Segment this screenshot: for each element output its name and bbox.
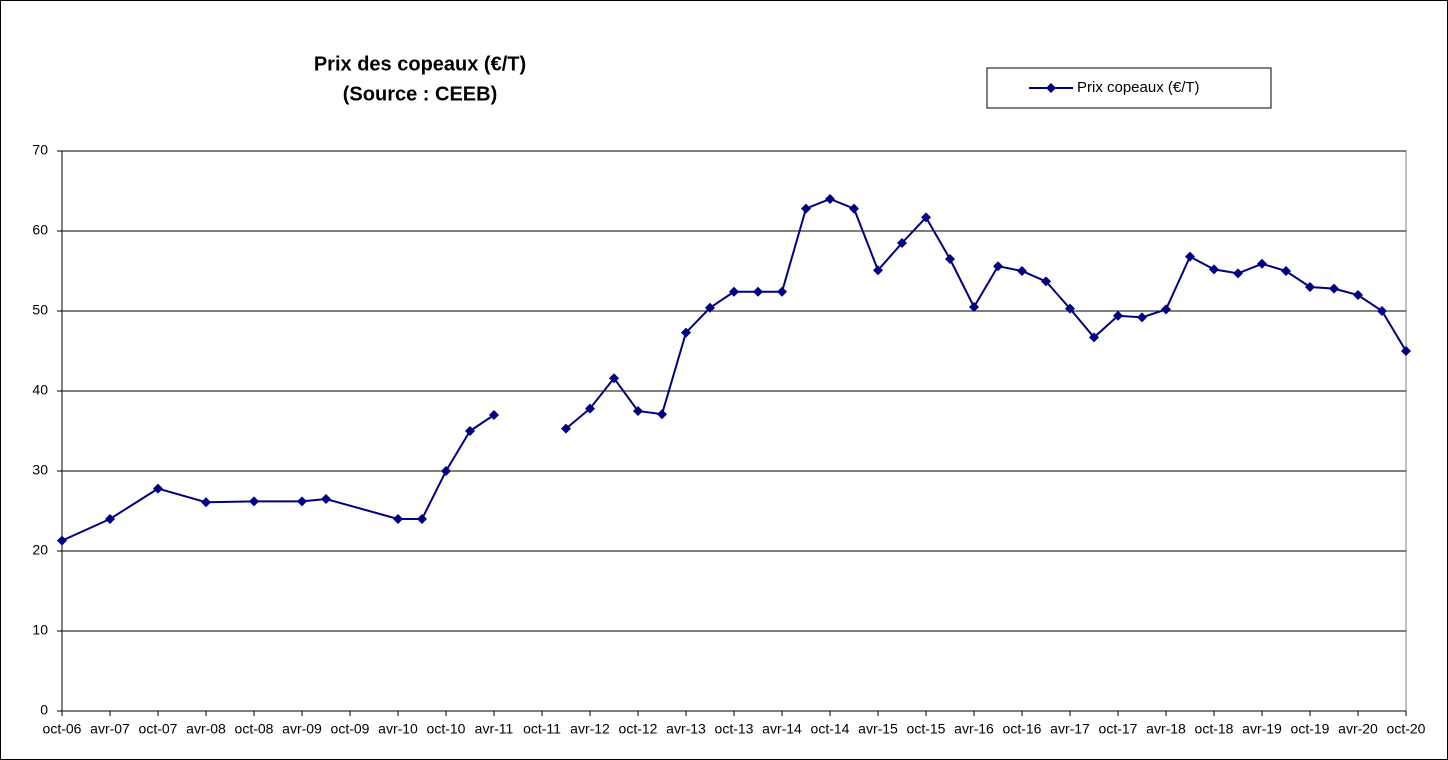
x-tick-label: avr-15: [858, 721, 898, 737]
x-tick-label: oct-11: [523, 721, 561, 737]
x-tick-label: oct-18: [1195, 721, 1234, 737]
x-tick-label: avr-16: [954, 721, 994, 737]
data-point: [897, 238, 907, 248]
data-point: [945, 254, 955, 264]
x-tick-label: avr-07: [90, 721, 130, 737]
data-point: [873, 265, 883, 276]
data-point: [57, 535, 67, 546]
chart-subtitle: (Source : CEEB): [343, 83, 497, 105]
x-tick-label: avr-17: [1050, 721, 1090, 737]
data-point: [1089, 332, 1099, 343]
data-point: [849, 203, 859, 214]
data-point: [1017, 266, 1027, 276]
data-point: [993, 261, 1003, 272]
data-point: [969, 302, 979, 312]
x-tick-label: oct-12: [619, 721, 658, 737]
data-point: [1257, 258, 1267, 269]
chart-title: Prix des copeaux (€/T): [314, 53, 526, 75]
data-point: [489, 410, 499, 420]
x-tick-label: oct-13: [715, 721, 754, 737]
data-point: [441, 466, 451, 476]
data-point: [321, 494, 331, 504]
x-tick-label: oct-06: [43, 721, 82, 737]
x-tick-label: oct-15: [907, 721, 946, 737]
data-point: [1233, 268, 1243, 279]
data-point: [633, 406, 643, 416]
x-tick-label: oct-16: [1003, 721, 1042, 737]
data-point: [105, 514, 115, 524]
data-point: [1041, 276, 1051, 287]
data-point: [777, 286, 787, 297]
y-tick-label: 30: [32, 462, 48, 478]
x-tick-label: avr-18: [1146, 721, 1186, 737]
data-point: [201, 497, 211, 508]
data-point: [1137, 312, 1147, 323]
x-tick-label: oct-10: [427, 721, 466, 737]
x-tick-label: avr-20: [1338, 721, 1378, 737]
data-point: [153, 483, 163, 494]
x-tick-label: avr-19: [1242, 721, 1282, 737]
legend-label: Prix copeaux (€/T): [1077, 79, 1200, 96]
data-point: [1401, 346, 1411, 356]
data-point: [705, 302, 715, 313]
x-tick-label: oct-09: [331, 721, 370, 737]
x-tick-label: oct-19: [1291, 721, 1330, 737]
data-point: [729, 286, 739, 297]
y-tick-label: 70: [32, 142, 48, 158]
x-tick-label: avr-10: [378, 721, 418, 737]
data-point: [753, 286, 763, 297]
data-point: [825, 194, 835, 204]
data-point: [1113, 310, 1123, 321]
y-tick-label: 60: [32, 222, 48, 238]
data-point: [1305, 282, 1315, 292]
data-point: [1161, 304, 1171, 315]
data-point: [609, 373, 619, 384]
x-tick-label: avr-13: [666, 721, 706, 737]
x-tick-label: avr-12: [570, 721, 610, 737]
data-point: [1281, 266, 1291, 276]
data-point: [681, 327, 691, 338]
x-tick-label: oct-07: [139, 721, 178, 737]
data-point: [249, 496, 259, 507]
data-point: [921, 212, 931, 223]
plot-area: [61, 150, 1407, 712]
data-point: [1209, 264, 1219, 275]
data-point: [417, 514, 427, 524]
data-point: [465, 426, 475, 436]
x-tick-label: avr-11: [475, 721, 514, 737]
y-tick-label: 0: [40, 702, 48, 718]
y-tick-label: 10: [32, 622, 48, 638]
y-tick-label: 20: [32, 542, 48, 558]
x-tick-label: oct-08: [235, 721, 274, 737]
series-line: [61, 197, 1407, 542]
x-tick-label: oct-20: [1387, 721, 1426, 737]
x-tick-label: avr-08: [186, 721, 226, 737]
data-point: [657, 409, 667, 420]
data-point: [297, 496, 307, 507]
data-point: [1329, 283, 1339, 294]
x-tick-label: avr-14: [762, 721, 802, 737]
data-point: [801, 203, 811, 214]
data-point: [1185, 251, 1195, 262]
y-tick-label: 40: [32, 382, 48, 398]
x-tick-label: avr-09: [282, 721, 322, 737]
data-point: [1377, 306, 1387, 316]
data-point: [585, 403, 595, 414]
data-point: [1065, 303, 1075, 314]
data-point: [1353, 290, 1363, 300]
y-tick-label: 50: [32, 302, 48, 318]
data-point: [393, 514, 403, 524]
x-tick-label: oct-17: [1099, 721, 1138, 737]
data-point: [561, 423, 571, 434]
legend-marker: [1046, 83, 1056, 93]
x-tick-label: oct-14: [811, 721, 850, 737]
